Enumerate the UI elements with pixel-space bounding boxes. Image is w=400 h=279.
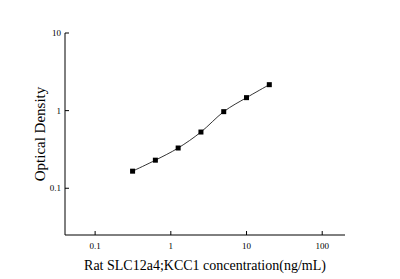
data-point [267, 82, 272, 87]
data-point [244, 95, 249, 100]
data-point [221, 109, 226, 114]
x-tick-label: 10 [242, 241, 252, 251]
data-point [130, 169, 135, 174]
y-tick [65, 188, 69, 189]
x-axis-label: Rat SLC12a4;KCC1 concentration(ng/mL) [84, 258, 326, 274]
x-tick-label: 100 [315, 241, 329, 251]
fit-curve [133, 85, 270, 172]
x-tick [246, 231, 247, 235]
x-tick [95, 231, 96, 235]
x-tick-label: 1 [169, 241, 174, 251]
plot-area [130, 82, 272, 174]
x-tick [170, 231, 171, 235]
data-point [153, 158, 158, 163]
chart: 0.1 1 10 100 0.1 1 10 Rat SLC12a4;KCC1 concentr… [0, 0, 400, 279]
y-tick [65, 110, 69, 111]
y-axis [65, 33, 66, 235]
y-tick [65, 33, 69, 34]
y-tick-label: 10 [52, 28, 62, 38]
x-tick [322, 231, 323, 235]
data-point [198, 130, 203, 135]
x-axis [65, 235, 345, 236]
x-tick-label: 0.1 [89, 241, 100, 251]
y-tick-label: 0.1 [50, 183, 61, 193]
y-axis-label: Optical Density [32, 86, 48, 181]
y-tick-label: 1 [57, 106, 62, 116]
data-point [176, 146, 181, 151]
